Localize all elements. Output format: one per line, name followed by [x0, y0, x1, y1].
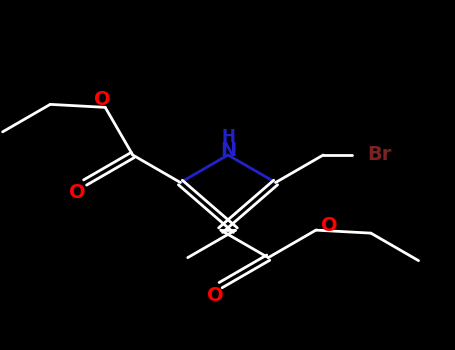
Text: O: O	[321, 216, 338, 234]
Text: O: O	[207, 286, 224, 304]
Text: O: O	[69, 183, 86, 202]
Text: H: H	[221, 128, 235, 146]
Text: Br: Br	[367, 146, 391, 164]
Text: O: O	[94, 90, 111, 109]
Text: N: N	[220, 140, 236, 160]
